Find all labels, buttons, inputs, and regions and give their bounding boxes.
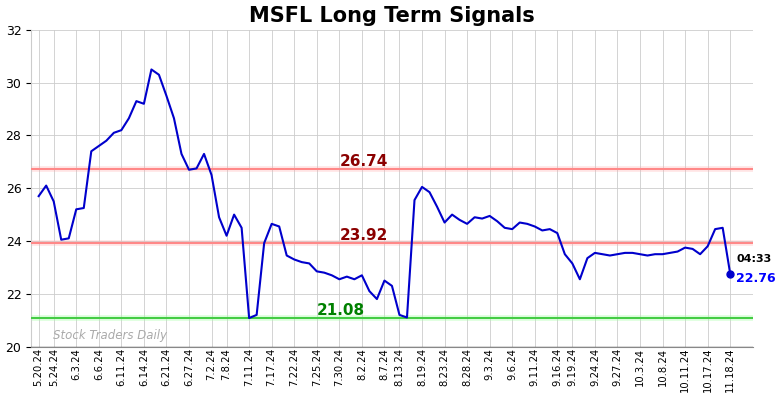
Text: 26.74: 26.74 <box>339 154 388 168</box>
Text: 22.76: 22.76 <box>736 272 776 285</box>
Text: 23.92: 23.92 <box>339 228 388 243</box>
Text: Stock Traders Daily: Stock Traders Daily <box>53 329 167 341</box>
Bar <box>31 166 753 172</box>
Bar <box>31 240 753 246</box>
Bar <box>31 315 753 321</box>
Text: 21.08: 21.08 <box>317 303 365 318</box>
Title: MSFL Long Term Signals: MSFL Long Term Signals <box>249 6 535 25</box>
Text: 04:33: 04:33 <box>736 254 771 264</box>
